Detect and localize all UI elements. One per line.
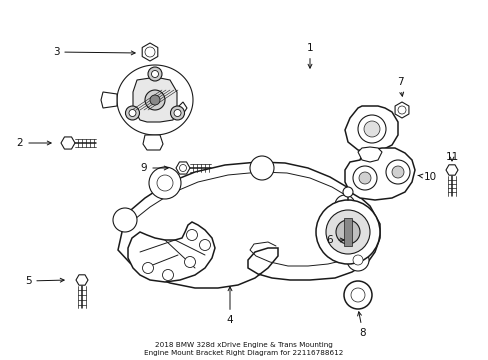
Circle shape (346, 249, 368, 271)
Polygon shape (394, 102, 408, 118)
Circle shape (170, 106, 184, 120)
Polygon shape (357, 147, 381, 162)
Circle shape (184, 256, 195, 267)
Polygon shape (142, 135, 163, 150)
Text: 2018 BMW 328d xDrive Engine & Trans Mounting: 2018 BMW 328d xDrive Engine & Trans Moun… (155, 342, 332, 348)
Circle shape (397, 106, 405, 114)
Circle shape (125, 106, 139, 120)
Circle shape (145, 47, 155, 57)
Circle shape (157, 175, 173, 191)
Circle shape (249, 156, 273, 180)
Circle shape (352, 166, 376, 190)
Polygon shape (133, 78, 177, 122)
Text: 1: 1 (306, 43, 313, 68)
Circle shape (315, 200, 379, 264)
Text: 9: 9 (141, 163, 168, 173)
Circle shape (174, 109, 181, 117)
Circle shape (179, 165, 186, 171)
Circle shape (150, 95, 160, 105)
Circle shape (186, 230, 197, 240)
Polygon shape (117, 65, 193, 135)
Polygon shape (76, 275, 88, 285)
Polygon shape (445, 165, 457, 175)
Circle shape (385, 160, 409, 184)
Text: 11: 11 (445, 152, 458, 162)
Text: 5: 5 (24, 276, 64, 286)
Circle shape (358, 172, 370, 184)
Circle shape (148, 67, 162, 81)
Polygon shape (101, 92, 117, 108)
Polygon shape (176, 162, 190, 174)
Polygon shape (345, 148, 414, 200)
Circle shape (162, 270, 173, 280)
Circle shape (335, 220, 359, 244)
Circle shape (129, 109, 136, 117)
Bar (343, 218, 351, 246)
Circle shape (357, 115, 385, 143)
Text: 3: 3 (53, 47, 135, 57)
Circle shape (342, 187, 352, 197)
Polygon shape (345, 106, 397, 152)
Circle shape (343, 281, 371, 309)
Text: 4: 4 (226, 287, 233, 325)
Text: 8: 8 (357, 312, 366, 338)
Circle shape (334, 195, 354, 215)
Circle shape (142, 262, 153, 274)
Text: 10: 10 (417, 172, 436, 182)
Polygon shape (128, 222, 215, 282)
Polygon shape (61, 137, 75, 149)
Circle shape (352, 255, 362, 265)
Circle shape (113, 208, 137, 232)
Text: Engine Mount Bracket Right Diagram for 22116788612: Engine Mount Bracket Right Diagram for 2… (144, 350, 343, 356)
Text: 2: 2 (17, 138, 51, 148)
Text: 6: 6 (326, 235, 344, 245)
Circle shape (363, 121, 379, 137)
Circle shape (145, 90, 164, 110)
Circle shape (350, 288, 364, 302)
Circle shape (325, 210, 369, 254)
Polygon shape (177, 102, 186, 114)
Circle shape (149, 167, 181, 199)
Circle shape (199, 239, 210, 251)
Text: 7: 7 (396, 77, 403, 96)
Circle shape (391, 166, 403, 178)
Polygon shape (118, 162, 379, 288)
Polygon shape (142, 43, 158, 61)
Circle shape (151, 71, 158, 77)
